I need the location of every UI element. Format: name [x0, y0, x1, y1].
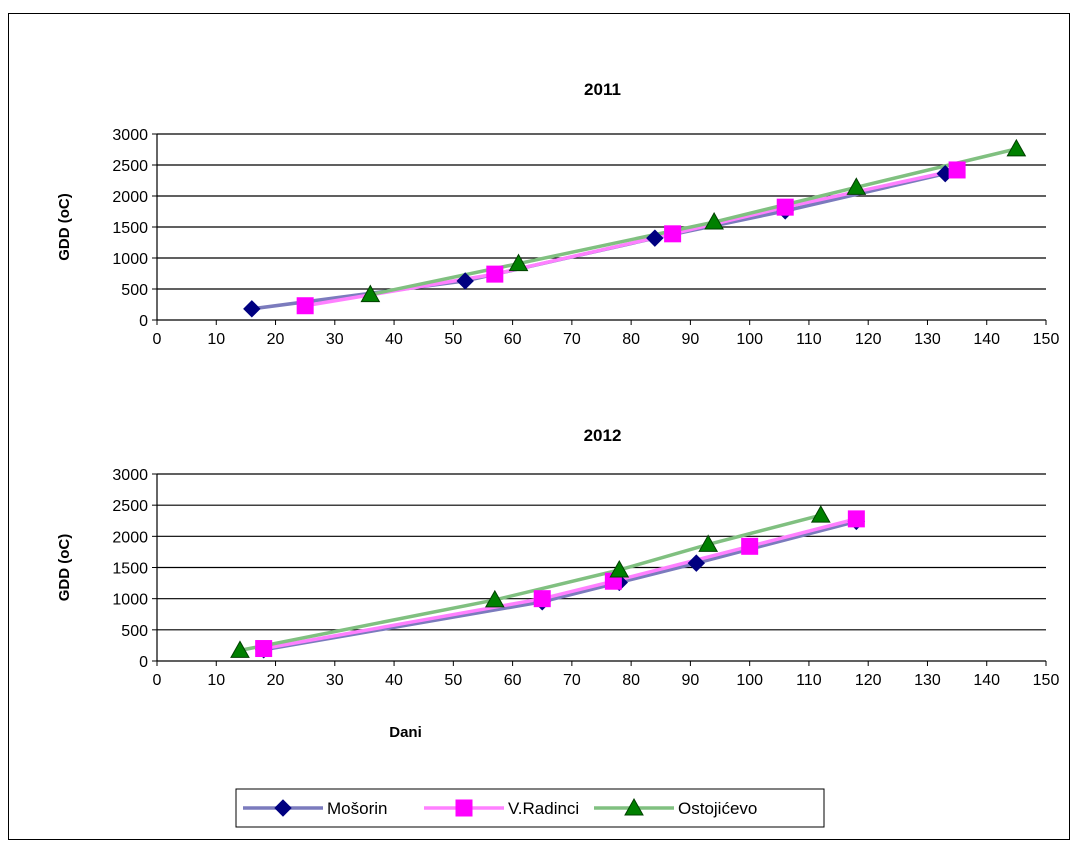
- chart-1-x-tick-label: 90: [682, 331, 700, 348]
- chart-2-x-tick-label: 110: [796, 672, 822, 689]
- chart-2-point-ostojicevo: [484, 589, 505, 608]
- chart-2-x-tick-label: 140: [973, 672, 1000, 689]
- chart-2-point-ostojicevo: [609, 559, 630, 578]
- chart-1-point-ostojicevo: [508, 253, 529, 272]
- chart-1-x-tick-label: 150: [1033, 331, 1060, 348]
- chart-1-point-mosorin: [646, 229, 664, 247]
- chart-frame: [8, 13, 1070, 840]
- legend-label-v-radinci: V.Radinci: [508, 799, 579, 818]
- chart-2-y-tick-label: 1500: [112, 561, 148, 578]
- chart-1-point-ostojicevo: [704, 212, 724, 230]
- chart-1-series-line-ostojicevo: [370, 147, 1017, 297]
- chart-1-point-v-radinci: [486, 265, 504, 283]
- chart-1-x-tick-label: 50: [444, 331, 462, 348]
- chart-1-y-tick-label: 2500: [112, 158, 148, 175]
- chart-2-x-tick-label: 130: [914, 672, 941, 689]
- chart-2-y-axis-label: GDD (oC): [56, 534, 73, 602]
- chart-2-point-ostojicevo: [230, 640, 250, 658]
- chart-1-point-ostojicevo: [1006, 138, 1027, 157]
- chart-2-x-tick-label: 50: [444, 672, 462, 689]
- chart-1-point-v-radinci: [948, 161, 966, 179]
- chart-1-y-tick-label: 1000: [112, 251, 148, 268]
- chart-1-x-tick-label: 60: [504, 331, 522, 348]
- chart-2-x-tick-label: 0: [153, 672, 162, 689]
- chart-2-x-axis-label: Dani: [389, 724, 422, 741]
- chart-1-point-ostojicevo: [846, 177, 867, 195]
- chart-1-x-tick-label: 120: [855, 331, 882, 348]
- chart-1-y-axis-label: GDD (oC): [56, 193, 73, 261]
- chart-2-title: 2012: [584, 426, 622, 445]
- chart-1-point-mosorin: [456, 272, 474, 290]
- legend-box: [235, 788, 825, 828]
- chart-2-point-v-radinci: [255, 640, 273, 658]
- chart-1-point-v-radinci: [776, 198, 794, 216]
- chart-1-x-tick-label: 70: [563, 331, 581, 348]
- chart-2-point-ostojicevo: [810, 505, 831, 523]
- chart-2-y-tick-label: 0: [139, 654, 148, 671]
- chart-1-point-v-radinci: [296, 297, 314, 315]
- chart-1-y-tick-label: 500: [121, 282, 148, 299]
- chart-2-point-v-radinci: [847, 510, 865, 528]
- chart-1-y-tick-label: 0: [139, 313, 148, 330]
- chart-1-y-tick-label: 3000: [112, 127, 148, 144]
- chart-2-y-tick-label: 500: [121, 623, 148, 640]
- chart-2-x-tick-label: 20: [267, 672, 285, 689]
- chart-1-x-tick-label: 10: [207, 331, 225, 348]
- chart-2-x-tick-label: 60: [504, 672, 522, 689]
- chart-2-point-v-radinci: [741, 537, 759, 555]
- chart-2-x-tick-label: 100: [736, 672, 763, 689]
- chart-1-point-v-radinci: [664, 225, 682, 243]
- chart-2-x-tick-label: 40: [385, 672, 403, 689]
- chart-2-point-mosorin: [687, 554, 706, 572]
- chart-2-y-tick-label: 2000: [112, 529, 148, 546]
- chart-1-x-tick-label: 80: [622, 331, 640, 348]
- chart-1-x-tick-label: 40: [385, 331, 403, 348]
- chart-1-title: 2011: [584, 80, 621, 99]
- chart-2-point-v-radinci: [533, 590, 551, 608]
- chart-2-x-tick-label: 90: [682, 672, 700, 689]
- chart-2-x-tick-label: 30: [326, 672, 344, 689]
- legend-label-mosorin: Mošorin: [327, 799, 387, 818]
- chart-2-point-ostojicevo: [698, 534, 719, 552]
- chart-1-x-tick-label: 110: [796, 331, 822, 348]
- chart-1-point-ostojicevo: [360, 284, 381, 303]
- chart-2-y-tick-label: 3000: [112, 467, 148, 484]
- chart-2-y-tick-label: 1000: [112, 592, 148, 609]
- legend-marker-ostojicevo: [624, 797, 644, 816]
- chart-2-x-tick-label: 80: [622, 672, 640, 689]
- chart-2-x-tick-label: 120: [855, 672, 882, 689]
- chart-1-x-tick-label: 140: [973, 331, 1000, 348]
- chart-2-x-tick-label: 150: [1033, 672, 1060, 689]
- legend-marker-v-radinci: [455, 799, 473, 817]
- legend-label-ostojicevo: Ostojićevo: [678, 799, 757, 818]
- chart-1-x-tick-label: 100: [736, 331, 763, 348]
- chart-1-x-tick-label: 20: [267, 331, 285, 348]
- legend-marker-mosorin: [274, 799, 292, 817]
- chart-2-x-tick-label: 10: [207, 672, 225, 689]
- chart-1-point-mosorin: [243, 300, 261, 318]
- chart-1-x-tick-label: 30: [326, 331, 344, 348]
- chart-1-x-tick-label: 0: [153, 331, 162, 348]
- chart-2-y-tick-label: 2500: [112, 498, 148, 515]
- chart-1-x-tick-label: 130: [914, 331, 941, 348]
- chart-1-y-tick-label: 1500: [112, 220, 148, 237]
- chart-1-y-tick-label: 2000: [112, 189, 148, 206]
- chart-2-x-tick-label: 70: [563, 672, 581, 689]
